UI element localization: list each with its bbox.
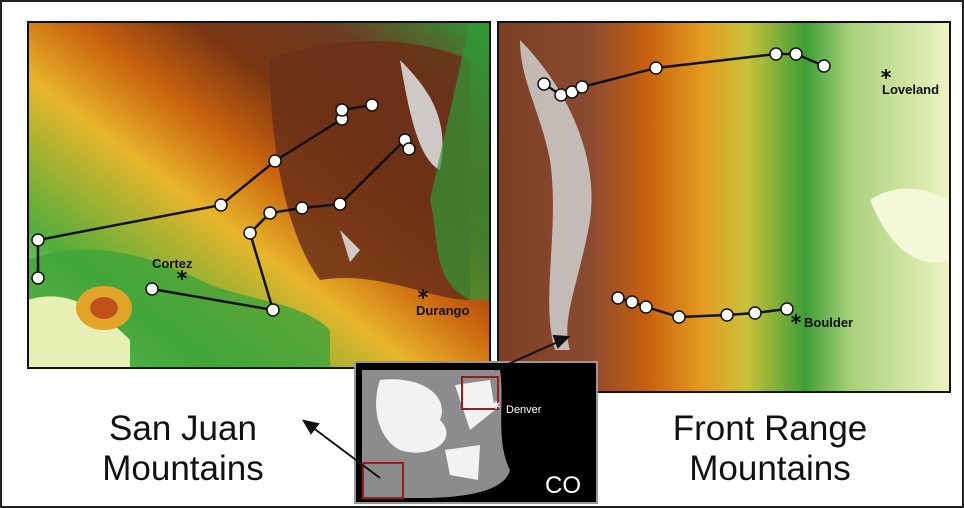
place-label: Boulder [804,315,853,330]
figure: Cortez Durango Loveland Boulder Denver C… [0,0,964,508]
sample-site [296,202,308,214]
sample-site [650,62,662,74]
state-label: CO [545,472,581,499]
place-label: Durango [416,303,470,318]
sample-site [749,307,761,319]
sample-site [673,311,685,323]
region-title: Mountains [102,449,263,488]
sample-site [146,283,158,295]
sample-site [576,81,588,93]
sample-site [770,48,782,60]
region-title: San Juan [109,409,257,448]
sample-site [781,303,793,315]
sample-site [244,227,256,239]
sample-site [32,272,44,284]
sample-site [267,304,279,316]
sample-site [555,89,567,101]
sample-site [336,104,348,116]
place-label: Loveland [882,82,939,97]
sample-site [32,234,44,246]
sample-site [215,199,227,211]
sample-site [721,309,733,321]
sample-site [640,301,652,313]
sample-site [269,155,281,167]
inset-map: Denver CO [355,362,597,503]
city-label: Denver [506,404,542,416]
sample-site [334,198,346,210]
sample-site [403,143,415,155]
sample-site [612,292,624,304]
sample-site [264,207,276,219]
sample-site [790,48,802,60]
sample-site [818,60,830,72]
sample-site [626,296,638,308]
region-title: Front Range [673,409,868,448]
place-label: Cortez [152,256,193,271]
sample-site [538,78,550,90]
sample-site [366,99,378,111]
left-map: Cortez Durango [28,22,490,368]
region-title: Mountains [689,449,850,488]
